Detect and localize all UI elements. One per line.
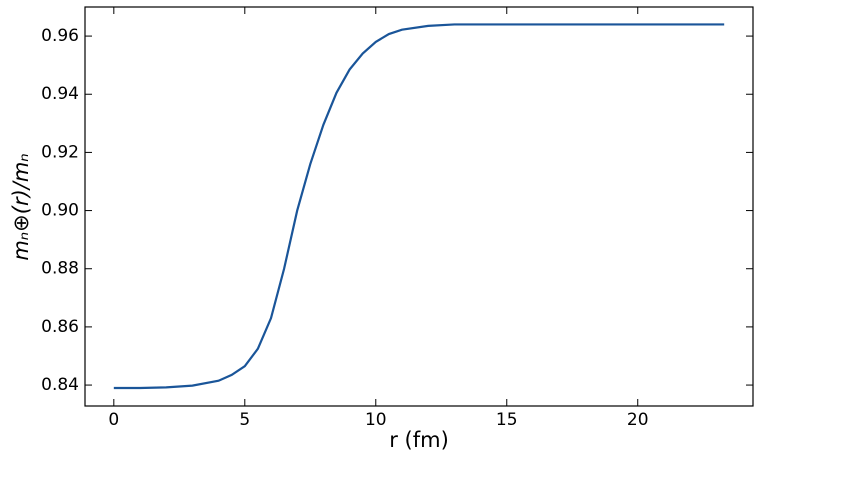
y-tick-label: 0.84 bbox=[41, 375, 79, 395]
y-tick-label: 0.90 bbox=[41, 201, 79, 221]
x-axis-label: r (fm) bbox=[389, 428, 449, 452]
x-tick-label: 20 bbox=[627, 410, 649, 430]
y-axis-label: mₙ⊕(r)/mₙ bbox=[9, 153, 33, 260]
y-tick-label: 0.88 bbox=[41, 259, 79, 279]
x-tick-label: 0 bbox=[108, 410, 119, 430]
y-tick-label: 0.86 bbox=[41, 317, 79, 337]
x-tick-label: 15 bbox=[496, 410, 518, 430]
x-tick-label: 5 bbox=[239, 410, 250, 430]
y-tick-label: 0.94 bbox=[41, 84, 79, 104]
plot-frame bbox=[84, 6, 754, 407]
y-tick-label: 0.92 bbox=[41, 142, 79, 162]
x-tick-label: 10 bbox=[365, 410, 387, 430]
line bbox=[113, 23, 725, 390]
y-tick-label: 0.96 bbox=[41, 26, 79, 46]
